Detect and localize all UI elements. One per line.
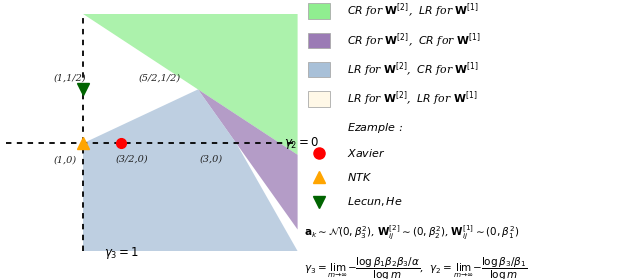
- Polygon shape: [198, 89, 298, 230]
- Text: (3,0): (3,0): [200, 155, 223, 163]
- Text: $\gamma_3 = \lim_{m\to\infty} -\dfrac{\log \beta_1 \beta_2 \beta_3 / \alpha}{\lo: $\gamma_3 = \lim_{m\to\infty} -\dfrac{\l…: [304, 256, 527, 279]
- FancyBboxPatch shape: [308, 91, 330, 107]
- Text: (3/2,0): (3/2,0): [115, 155, 148, 163]
- Text: (5/2,1/2): (5/2,1/2): [138, 74, 180, 83]
- Text: $\gamma_2 = 0$: $\gamma_2 = 0$: [284, 135, 319, 151]
- Text: $\mathbf{a}_k \sim \mathcal{N}(0, \beta_3^2)$, $\mathbf{W}^{[2]}_{ij} \sim (0, \: $\mathbf{a}_k \sim \mathcal{N}(0, \beta_…: [304, 223, 520, 242]
- Text: $\mathit{Xavier}$: $\mathit{Xavier}$: [347, 147, 386, 159]
- Text: $\gamma_3 = 1$: $\gamma_3 = 1$: [104, 245, 139, 261]
- FancyBboxPatch shape: [308, 62, 330, 77]
- Text: $LR$ for $\mathbf{W}^{[2]}$,  $LR$ for $\mathbf{W}^{[1]}$: $LR$ for $\mathbf{W}^{[2]}$, $LR$ for $\…: [347, 90, 477, 108]
- Text: $\mathit{NTK}$: $\mathit{NTK}$: [347, 171, 372, 184]
- Text: $CR$ for $\mathbf{W}^{[2]}$,  $CR$ for $\mathbf{W}^{[1]}$: $CR$ for $\mathbf{W}^{[2]}$, $CR$ for $\…: [347, 31, 481, 50]
- Polygon shape: [83, 14, 298, 155]
- Text: $CR$ for $\mathbf{W}^{[2]}$,  $LR$ for $\mathbf{W}^{[1]}$: $CR$ for $\mathbf{W}^{[2]}$, $LR$ for $\…: [347, 2, 479, 20]
- FancyBboxPatch shape: [308, 33, 330, 48]
- Polygon shape: [83, 89, 298, 251]
- Text: (1,0): (1,0): [54, 156, 77, 165]
- FancyBboxPatch shape: [308, 4, 330, 19]
- Text: (1,1/2): (1,1/2): [54, 74, 86, 83]
- Text: $LR$ for $\mathbf{W}^{[2]}$,  $CR$ for $\mathbf{W}^{[1]}$: $LR$ for $\mathbf{W}^{[2]}$, $CR$ for $\…: [347, 61, 479, 79]
- Text: $\mathit{Ezample}$ :: $\mathit{Ezample}$ :: [347, 121, 403, 135]
- Text: $\mathit{Lecun, He}$: $\mathit{Lecun, He}$: [347, 196, 403, 208]
